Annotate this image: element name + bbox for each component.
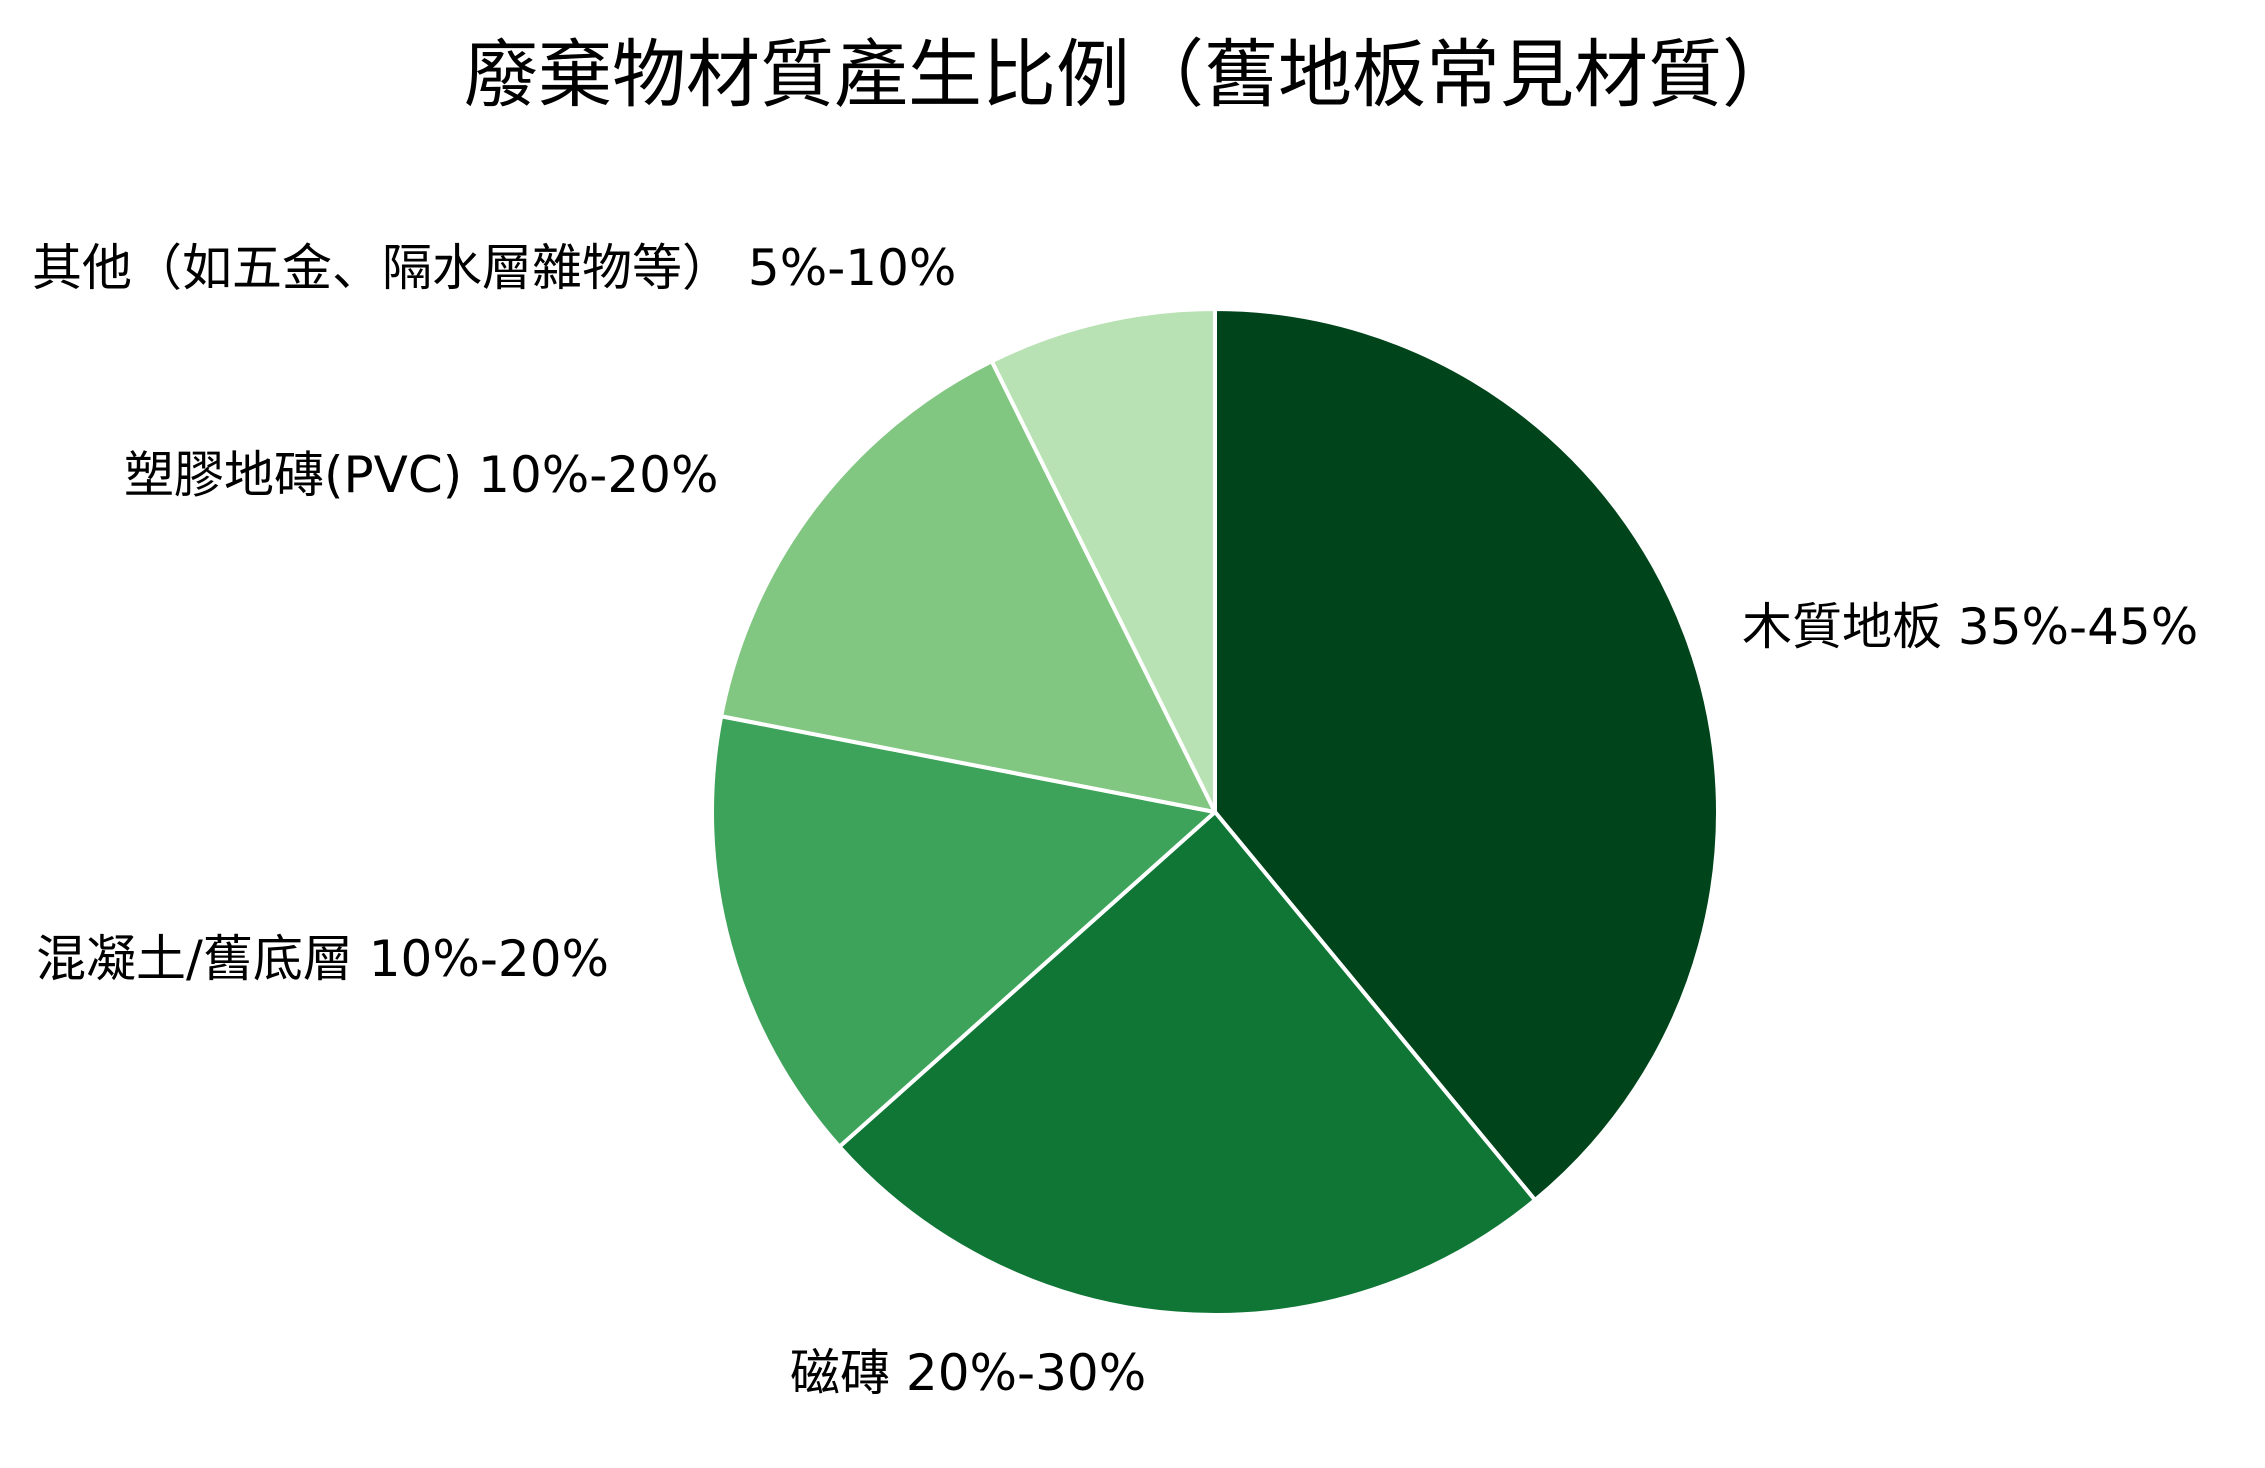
pie-slice-2 — [710, 714, 1217, 1149]
pie-slice-4 — [989, 307, 1217, 814]
pie-slice-3 — [719, 359, 1217, 814]
pie-slice-1 — [837, 810, 1538, 1317]
chart-title: 廢棄物材質產生比例（舊地板常見材質） — [464, 32, 1796, 118]
slice-label-4: 其他（如五金、隔水層雜物等） 5%-10% — [32, 239, 956, 297]
pie-slice-0 — [1213, 307, 1720, 1203]
pie-slices — [710, 307, 1720, 1317]
slice-label-1: 磁磚 20%-30% — [790, 1344, 1146, 1402]
slice-label-2: 混凝土/舊底層 10%-20% — [36, 930, 609, 988]
slice-label-3: 塑膠地磚(PVC) 10%-20% — [124, 446, 718, 504]
slice-label-0: 木質地板 35%-45% — [1742, 598, 2198, 656]
slice-labels: 木質地板 35%-45% 磁磚 20%-30% 混凝土/舊底層 10%-20% 塑膠地… — [32, 239, 2198, 1402]
